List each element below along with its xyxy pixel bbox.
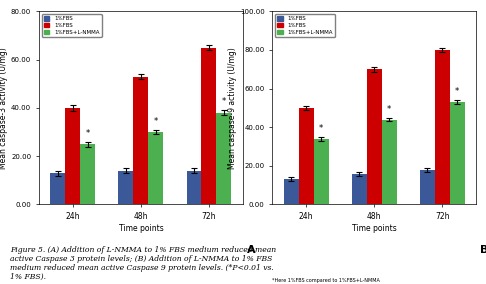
Legend: 1%FBS, 1%FBS, 1%FBS+L-NMMA: 1%FBS, 1%FBS, 1%FBS+L-NMMA (275, 14, 335, 37)
Text: *Here 1%FBS compared to 1%FBS+L-NMMA: *Here 1%FBS compared to 1%FBS+L-NMMA (272, 278, 380, 283)
Text: *: * (455, 87, 459, 96)
Bar (80, 144, 95, 204)
Legend: 1%FBS, 1%FBS, 1%FBS+L-NMMA: 1%FBS, 1%FBS, 1%FBS+L-NMMA (42, 14, 102, 37)
Bar (216, 113, 231, 204)
Bar (420, 170, 435, 204)
Text: *: * (387, 105, 391, 114)
Text: *: * (319, 124, 323, 133)
Bar (51, 173, 66, 204)
Bar (313, 139, 329, 204)
X-axis label: Time points: Time points (119, 224, 163, 233)
Bar (202, 47, 216, 204)
Bar (284, 179, 299, 204)
X-axis label: Time points: Time points (352, 224, 397, 233)
Bar (66, 108, 80, 204)
Bar (148, 132, 163, 204)
Bar (367, 69, 382, 204)
Text: *: * (154, 117, 158, 126)
Bar (435, 50, 450, 204)
Text: *: * (86, 129, 90, 138)
Bar (450, 102, 465, 204)
Bar (187, 171, 202, 204)
Bar (352, 174, 367, 204)
Bar (299, 108, 313, 204)
Text: A: A (247, 245, 256, 255)
Text: *: * (222, 97, 226, 106)
Bar (119, 171, 134, 204)
Y-axis label: Mean caspase-3 activity (U/mg): Mean caspase-3 activity (U/mg) (0, 47, 8, 169)
Bar (382, 120, 397, 204)
Text: B: B (480, 245, 486, 255)
Text: Figure 5. (A) Addition of L-NMMA to 1% FBS medium reduced mean
active Caspase 3 : Figure 5. (A) Addition of L-NMMA to 1% F… (10, 246, 276, 281)
Bar (134, 76, 148, 204)
Y-axis label: Mean caspase-9 activity (U/mg): Mean caspase-9 activity (U/mg) (228, 47, 237, 169)
